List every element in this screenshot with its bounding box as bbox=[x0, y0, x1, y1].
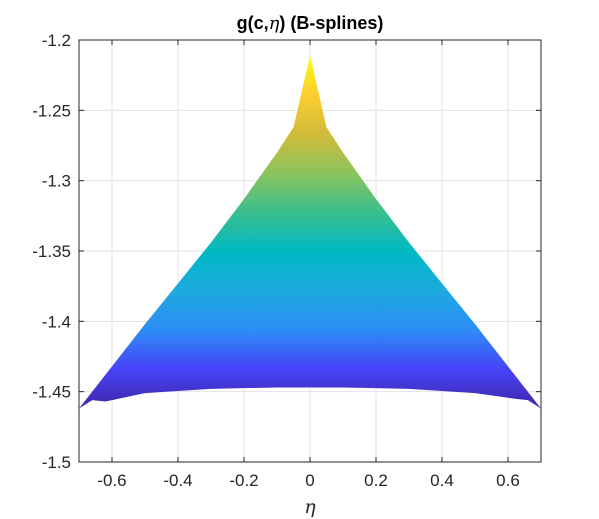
chart-title: g(c,η) (B-splines) bbox=[237, 13, 384, 34]
x-tick-label: 0.2 bbox=[364, 471, 388, 490]
y-tick-label: -1.35 bbox=[32, 242, 71, 261]
y-tick-label: -1.45 bbox=[32, 383, 71, 402]
surface-area bbox=[79, 55, 541, 409]
x-tick-label: -0.4 bbox=[163, 471, 192, 490]
x-axis-label: η bbox=[304, 496, 316, 518]
y-tick-label: -1.4 bbox=[42, 312, 71, 331]
x-tick-label: 0 bbox=[305, 471, 314, 490]
chart-title-prefix: g(c, bbox=[237, 13, 269, 33]
x-tick-label: 0.6 bbox=[496, 471, 520, 490]
y-axis-ticks: -1.2 -1.25 -1.3 -1.35 -1.4 -1.45 -1.5 bbox=[32, 31, 541, 472]
y-tick-label: -1.2 bbox=[42, 31, 71, 50]
x-axis-ticks: -0.6 -0.4 -0.2 0 0.2 0.4 0.6 bbox=[97, 40, 520, 490]
chart-title-symbol: η bbox=[269, 13, 280, 34]
y-tick-label: -1.5 bbox=[42, 453, 71, 472]
y-tick-label: -1.25 bbox=[32, 101, 71, 120]
x-tick-label: -0.2 bbox=[229, 471, 258, 490]
y-tick-label: -1.3 bbox=[42, 172, 71, 191]
x-tick-label: -0.6 bbox=[97, 471, 126, 490]
x-tick-label: 0.4 bbox=[430, 471, 454, 490]
chart-title-suffix: ) (B-splines) bbox=[279, 13, 383, 33]
